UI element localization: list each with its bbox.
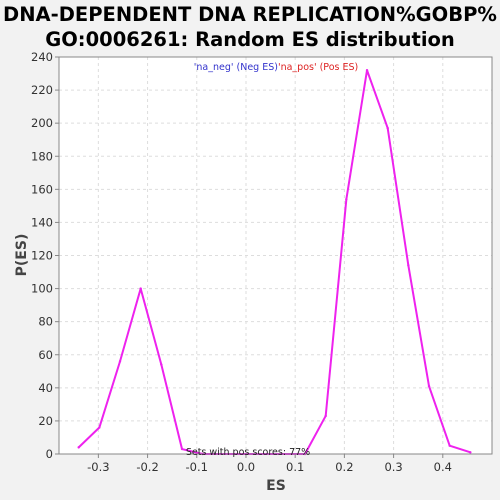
- x-tick-label: 0.2: [335, 460, 353, 474]
- legend-entry-pos: 'na_pos' (Pos ES): [278, 62, 358, 73]
- data-point: [180, 447, 184, 451]
- y-tick-label: 40: [38, 381, 53, 395]
- data-point: [324, 414, 327, 418]
- data-point: [365, 69, 369, 72]
- x-tick-label: 0.1: [286, 460, 304, 474]
- y-axis-label: P(ES): [14, 234, 30, 277]
- data-point: [427, 384, 431, 388]
- y-tick-label: 140: [31, 215, 53, 229]
- data-point: [139, 287, 142, 290]
- y-tick-label: 20: [38, 414, 53, 428]
- x-tick-label: 0.4: [434, 460, 452, 474]
- chart-title-line-1: DNA-DEPENDENT DNA REPLICATION%GOBP%: [3, 3, 497, 26]
- data-point: [448, 444, 451, 447]
- x-tick-label: -0.2: [136, 460, 158, 474]
- data-point: [386, 126, 389, 130]
- y-tick-label: 160: [31, 182, 53, 196]
- data-point: [407, 264, 410, 267]
- x-tick-label: -0.3: [87, 460, 109, 474]
- series-line-0: [77, 69, 471, 455]
- chart-title-line-2: GO:0006261: Random ES distribution: [45, 28, 455, 51]
- legend-entry-neg: 'na_neg' (Neg ES): [194, 62, 278, 73]
- y-tick-label: 60: [38, 348, 53, 362]
- y-tick-label: 100: [31, 282, 53, 296]
- y-tick-label: 180: [31, 149, 53, 163]
- legend: 'na_neg' (Neg ES)'na_pos' (Pos ES): [194, 62, 358, 73]
- data-point: [118, 360, 122, 363]
- x-tick-label: 0.3: [384, 460, 402, 474]
- series-layer: [77, 69, 472, 456]
- y-tick-label: 120: [31, 249, 53, 263]
- y-ticks: 0 20 40 60 80 100 120 140 160 180 200 220 240: [31, 50, 59, 461]
- x-tick-label: 0.0: [237, 460, 255, 474]
- y-tick-label: 0: [46, 447, 53, 461]
- data-point: [160, 363, 163, 366]
- x-axis-label: ES: [266, 478, 286, 494]
- x-ticks: -0.3 -0.2 -0.1 0.0 0.1 0.2 0.3 0.4: [87, 454, 452, 474]
- y-tick-label: 220: [31, 83, 53, 97]
- data-point: [77, 446, 80, 449]
- data-point: [469, 451, 472, 454]
- data-point: [98, 426, 101, 429]
- y-tick-label: 240: [31, 50, 53, 64]
- y-tick-label: 200: [31, 116, 53, 130]
- pos-scores-annotation: Sets with pos scores: 77%: [186, 447, 310, 458]
- x-tick-label: -0.1: [186, 460, 208, 474]
- y-tick-label: 80: [38, 315, 53, 329]
- data-point: [345, 198, 348, 201]
